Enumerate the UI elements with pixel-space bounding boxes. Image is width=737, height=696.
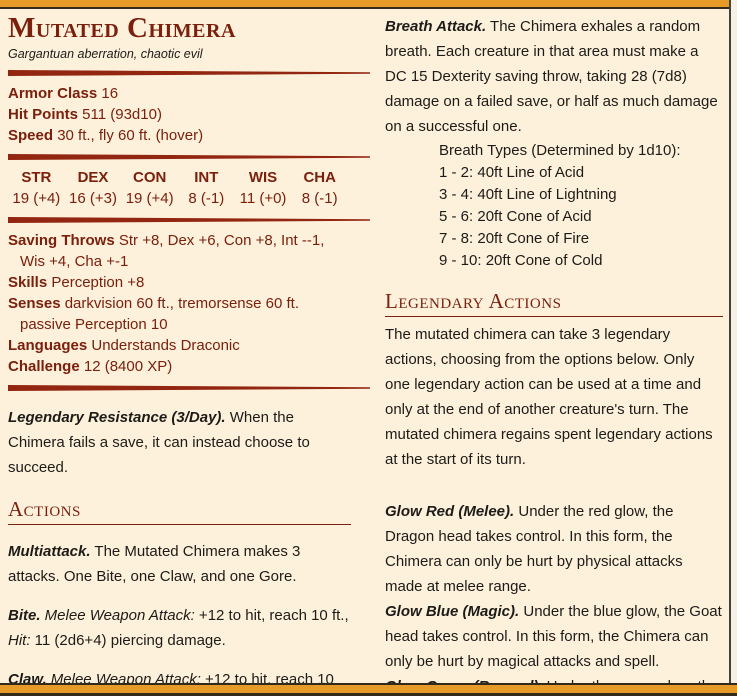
tapered-rule: [8, 217, 370, 223]
hit-points-line: Hit Points 511 (93d10): [8, 104, 351, 125]
hit-points-value: 511 (93d10): [82, 106, 162, 123]
action-name: Multiattack.: [8, 543, 91, 560]
action-text: The Mutated Chimera makes 3 attacks. One…: [8, 543, 301, 585]
legendary-actions-heading: Legendary Actions: [385, 289, 723, 317]
senses-value: darkvision 60 ft., tremorsense 60 ft. pa…: [20, 295, 299, 333]
legendary-actions-description: The mutated chimera can take 3 legendary…: [385, 326, 713, 468]
skills-value: Perception +8: [51, 274, 145, 291]
attack-type: Melee Weapon Attack:: [40, 607, 195, 624]
action-multiattack: Multiattack. The Mutated Chimera makes 3…: [8, 539, 351, 589]
challenge-value: 12 (8400 XP): [83, 358, 173, 375]
armor-class-label: Armor Class: [8, 85, 98, 102]
legendary-glow-red: Glow Red (Melee). Under the red glow, th…: [385, 499, 723, 599]
creature-type-alignment: Gargantuan aberration, chaotic evil: [8, 47, 203, 61]
tapered-rule: [8, 154, 370, 160]
trait-legendary-resistance: Legendary Resistance (3/Day). When the C…: [8, 405, 351, 480]
languages-label: Languages: [8, 337, 88, 354]
saving-throws-label: Saving Throws: [8, 232, 115, 249]
challenge-line: Challenge 12 (8400 XP): [8, 356, 351, 377]
legendary-action-text: Under the red glow, the Dragon head take…: [385, 503, 683, 595]
ability-dex: DEX 16 (+3): [69, 169, 117, 207]
legendary-action-text: Under the blue glow, the Goat head takes…: [385, 603, 722, 670]
legendary-action-name: Glow Red (Melee).: [385, 503, 515, 520]
trait-breath-attack: Breath Attack. The Chimera exhales a ran…: [385, 14, 723, 139]
core-attributes: Armor Class 16 Hit Points 511 (93d10) Sp…: [8, 83, 351, 146]
saving-throws-line: Saving Throws Str +8, Dex +6, Con +8, In…: [8, 230, 351, 272]
armor-class-line: Armor Class 16: [8, 83, 351, 104]
breath-types-heading: Breath Types (Determined by 1d10):: [439, 142, 681, 159]
breath-type-item: 9 - 10: 20ft Cone of Cold: [439, 252, 603, 269]
trait-text: When the Chimera fails a save, it can in…: [8, 409, 310, 476]
bottom-accent-bar: [0, 683, 737, 696]
property-list: Saving Throws Str +8, Dex +6, Con +8, In…: [8, 230, 351, 377]
tapered-rule: [8, 70, 370, 76]
left-column: Mutated Chimera Gargantuan aberration, c…: [8, 12, 370, 696]
actions-heading: Actions: [8, 497, 351, 525]
skills-line: Skills Perception +8: [8, 272, 351, 293]
saving-throws-value: Str +8, Dex +6, Con +8, Int --1, Wis +4,…: [20, 232, 325, 270]
speed-label: Speed: [8, 127, 54, 144]
stat-block-columns: Mutated Chimera Gargantuan aberration, c…: [8, 12, 723, 696]
breath-type-item: 3 - 4: 40ft Line of Lightning: [439, 186, 617, 203]
trait-name: Breath Attack.: [385, 18, 487, 35]
challenge-label: Challenge: [8, 358, 80, 375]
attack-damage: 11 (2d6+4) piercing damage.: [30, 632, 226, 649]
languages-value: Understands Draconic: [91, 337, 240, 354]
ability-con: CON 19 (+4): [125, 169, 174, 207]
breath-types-list: Breath Types (Determined by 1d10): 1 - 2…: [439, 140, 723, 272]
breath-type-item: 7 - 8: 20ft Cone of Fire: [439, 230, 590, 247]
speed-line: Speed 30 ft., fly 60 ft. (hover): [8, 125, 351, 146]
skills-label: Skills: [8, 274, 48, 291]
speed-value: 30 ft., fly 60 ft. (hover): [57, 127, 204, 144]
ability-cha: CHA 8 (-1): [301, 169, 338, 207]
ability-score-table: STR 19 (+4) DEX 16 (+3) CON 19 (+4) INT 8 (-…: [8, 167, 348, 209]
tapered-rule: [8, 385, 370, 391]
breath-type-item: 5 - 6: 20ft Cone of Acid: [439, 208, 592, 225]
trait-name: Legendary Resistance (3/Day).: [8, 409, 226, 426]
creature-name: Mutated Chimera: [8, 12, 236, 44]
breath-type-item: 1 - 2: 40ft Line of Acid: [439, 164, 585, 181]
senses-line: Senses darkvision 60 ft., tremorsense 60…: [8, 293, 351, 335]
top-accent-bar: [0, 0, 729, 9]
action-bite: Bite. Melee Weapon Attack: +12 to hit, r…: [8, 603, 351, 653]
attack-mid: +12 to hit, reach 10 ft.,: [194, 607, 349, 624]
ability-str: STR 19 (+4): [12, 169, 61, 207]
ability-wis: WIS 11 (+0): [239, 169, 287, 207]
right-edge-strip: [729, 0, 737, 683]
hit-label: Hit:: [8, 632, 31, 649]
legendary-glow-blue: Glow Blue (Magic). Under the blue glow, …: [385, 599, 723, 674]
trait-text: The Chimera exhales a random breath. Eac…: [385, 18, 718, 135]
action-name: Bite.: [8, 607, 41, 624]
armor-class-value: 16: [101, 85, 119, 102]
legendary-action-list: Glow Red (Melee). Under the red glow, th…: [385, 499, 723, 696]
senses-label: Senses: [8, 295, 61, 312]
legendary-action-name: Glow Blue (Magic).: [385, 603, 520, 620]
ability-int: INT 8 (-1): [188, 169, 225, 207]
languages-line: Languages Understands Draconic: [8, 335, 351, 356]
hit-points-label: Hit Points: [8, 106, 78, 123]
right-column: Breath Attack. The Chimera exhales a ran…: [385, 12, 723, 696]
